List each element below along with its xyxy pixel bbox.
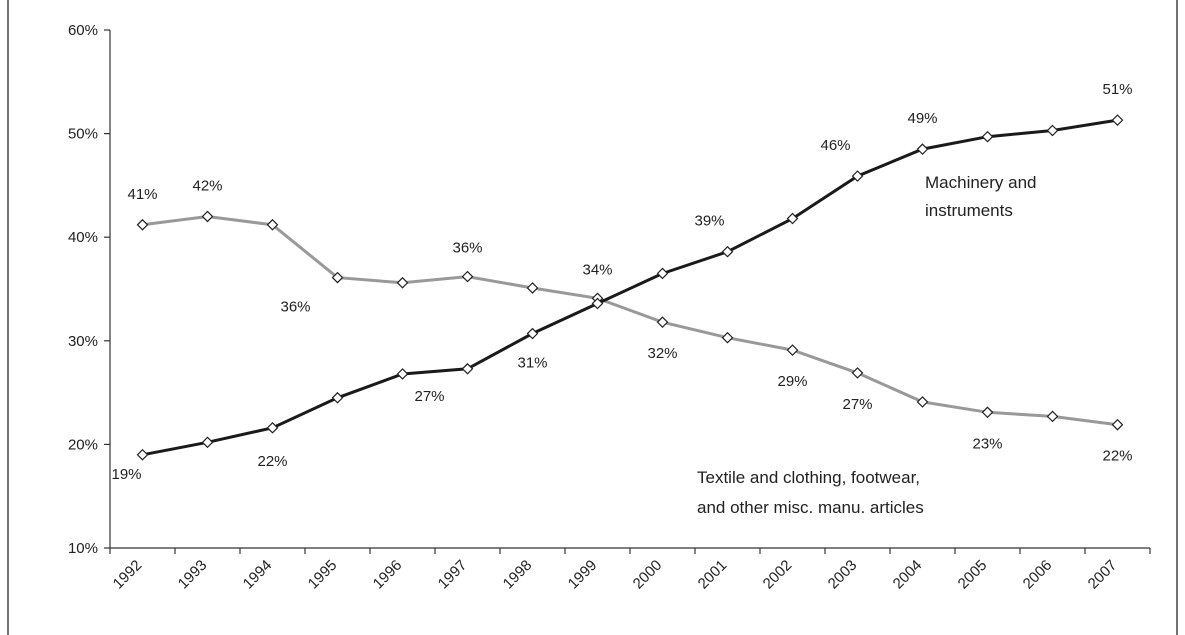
machinery-data-label: 51% <box>1102 81 1132 98</box>
x-tick-label: 1995 <box>305 557 341 593</box>
textile-data-label: 22% <box>1102 448 1132 465</box>
series-machinery: 19% 22% 27% 31% 39% 46% 49% 51% <box>111 81 1132 483</box>
machinery-point-marker <box>851 170 864 182</box>
textile-point-marker <box>266 218 279 231</box>
textile-data-labels: 41% 42% 36% 36% 34% 32% 29% 27% 23% 22% <box>127 178 1132 465</box>
x-tick-label: 1998 <box>500 557 536 593</box>
machinery-point-marker <box>201 436 214 449</box>
y-tick-label: 60% <box>68 22 98 39</box>
machinery-point-marker <box>1111 114 1124 126</box>
machinery-point-marker <box>331 391 344 404</box>
x-ticks: 1992 1993 1994 1995 1996 1997 1998 1999 2000 2001… <box>109 548 1151 593</box>
textile-point-marker <box>656 316 669 329</box>
x-tick-label: 2005 <box>955 557 991 593</box>
machinery-point-marker <box>656 267 669 280</box>
y-tick-label: 20% <box>68 436 98 453</box>
textile-data-label: 32% <box>647 345 677 362</box>
y-tick-label: 10% <box>68 540 98 557</box>
x-tick-label: 2004 <box>890 557 926 593</box>
textile-data-label: 42% <box>192 178 222 195</box>
machinery-point-marker <box>1046 124 1059 137</box>
x-tick-label: 1994 <box>240 557 276 593</box>
x-tick-label: 2003 <box>825 557 861 593</box>
textile-data-label: 36% <box>280 299 310 316</box>
x-tick-label: 2000 <box>630 557 666 593</box>
textile-point-marker <box>201 210 214 223</box>
machinery-point-marker <box>721 245 734 258</box>
textile-markers <box>136 210 1124 431</box>
machinery-point-marker <box>591 297 604 310</box>
machinery-point-marker <box>981 130 994 143</box>
textile-data-label: 23% <box>972 435 1002 452</box>
x-tick-label: 1993 <box>175 557 211 593</box>
y-axis: 10% 20% 30% 40% 50% 60% <box>68 22 111 557</box>
machinery-data-label: 19% <box>111 466 141 483</box>
textile-annotation-line2: and other misc. manu. articles <box>697 498 924 517</box>
textile-point-marker <box>1046 410 1059 423</box>
textile-data-label: 36% <box>452 240 482 257</box>
textile-annotation-line1: Textile and clothing, footwear, <box>697 468 920 487</box>
machinery-annotation-line2: instruments <box>925 201 1013 220</box>
textile-point-marker <box>461 270 474 283</box>
x-axis: 1992 1993 1994 1995 1996 1997 1998 1999 2000 2001… <box>109 547 1151 593</box>
machinery-point-marker <box>786 212 799 225</box>
y-ticks: 10% 20% 30% 40% 50% 60% <box>68 22 110 557</box>
x-tick-label: 1999 <box>565 557 601 593</box>
textile-point-marker <box>721 331 734 344</box>
machinery-data-label: 39% <box>694 213 724 230</box>
textile-point-marker <box>136 218 149 231</box>
machinery-point-marker <box>526 327 539 340</box>
machinery-data-label: 27% <box>414 388 444 405</box>
x-tick-label: 2006 <box>1020 557 1056 593</box>
machinery-point-marker <box>136 448 149 461</box>
textile-data-label: 34% <box>582 261 612 278</box>
series-textile: 41% 42% 36% 36% 34% 32% 29% 27% 23% 22% <box>127 178 1132 465</box>
textile-point-marker <box>786 344 799 356</box>
machinery-point-marker <box>396 368 409 380</box>
textile-point-marker <box>916 396 929 408</box>
textile-point-marker <box>1111 418 1124 431</box>
y-tick-label: 40% <box>68 229 98 246</box>
textile-point-marker <box>526 282 539 294</box>
textile-data-label: 27% <box>842 396 872 413</box>
x-tick-label: 2002 <box>760 557 796 593</box>
textile-point-marker <box>981 406 994 419</box>
textile-line <box>142 214 1118 427</box>
x-tick-label: 2007 <box>1085 557 1121 593</box>
textile-data-label: 29% <box>777 373 807 390</box>
machinery-markers <box>136 114 1124 461</box>
machinery-data-label: 46% <box>820 137 850 154</box>
y-tick-label: 30% <box>68 333 98 350</box>
textile-point-marker <box>851 367 864 379</box>
x-tick-label: 1992 <box>110 557 146 593</box>
machinery-data-labels: 19% 22% 27% 31% 39% 46% 49% 51% <box>111 81 1132 483</box>
machinery-point-marker <box>916 143 929 155</box>
textile-point-marker <box>331 271 344 284</box>
x-tick-label: 2001 <box>695 557 731 593</box>
machinery-data-label: 22% <box>257 453 287 470</box>
textile-data-label: 41% <box>127 186 157 203</box>
machinery-data-label: 49% <box>907 110 937 127</box>
machinery-point-marker <box>266 421 279 434</box>
machinery-annotation-line1: Machinery and <box>925 173 1037 192</box>
y-tick-label: 50% <box>68 126 98 143</box>
textile-point-marker <box>396 276 409 289</box>
x-tick-label: 1996 <box>370 557 406 593</box>
x-tick-label: 1997 <box>435 557 471 593</box>
machinery-line <box>142 118 1118 457</box>
machinery-data-label: 31% <box>517 355 547 372</box>
machinery-point-marker <box>461 362 474 375</box>
